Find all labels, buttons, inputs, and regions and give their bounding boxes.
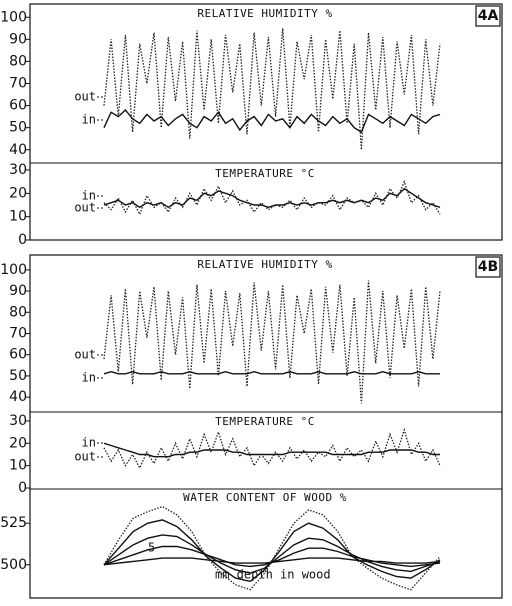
panel-label: 4A bbox=[478, 8, 499, 24]
y-tick-label: 60 bbox=[9, 347, 27, 363]
series-label: in bbox=[82, 189, 96, 203]
figure-frame-a bbox=[29, 3, 503, 241]
y-tick-label: 0 bbox=[18, 480, 27, 496]
y-tick-label: 80 bbox=[9, 53, 27, 69]
series-label: out bbox=[74, 90, 96, 104]
y-tick-label: 60 bbox=[9, 98, 27, 114]
y-tick-label: 80 bbox=[9, 304, 27, 320]
series-line bbox=[103, 187, 441, 209]
panel-label-box bbox=[475, 5, 501, 27]
series-label: in bbox=[82, 113, 96, 127]
y-tick-label: 30 bbox=[9, 413, 27, 429]
y-tick-label: 70 bbox=[9, 326, 27, 342]
panel-label-box bbox=[475, 256, 501, 278]
y-tick-label: 70 bbox=[9, 76, 27, 92]
panel-title: TEMPERATURE °C bbox=[215, 167, 315, 180]
series-line bbox=[103, 280, 441, 404]
series-line bbox=[103, 427, 441, 470]
y-tick-label: 40 bbox=[9, 389, 27, 405]
series-label: in bbox=[82, 371, 96, 385]
series-line bbox=[103, 519, 441, 583]
y-tick-label: 20 bbox=[9, 435, 27, 451]
series-line bbox=[103, 370, 440, 375]
y-tick-label: 90 bbox=[9, 31, 27, 47]
y-tick-label: 0 bbox=[18, 232, 27, 248]
y-tick-label: 10 bbox=[9, 458, 27, 474]
panel-title: TEMPERATURE °C bbox=[215, 415, 315, 428]
y-tick-label: 9.500 bbox=[0, 557, 27, 573]
panel-label: 4B bbox=[478, 259, 498, 275]
y-tick-label: 100 bbox=[0, 262, 27, 278]
y-tick-label: 40 bbox=[9, 142, 27, 158]
series-label: out bbox=[74, 450, 96, 464]
annotation: mm depth in wood bbox=[215, 568, 331, 582]
panel-title: RELATIVE HUMIDITY % bbox=[197, 7, 332, 20]
annotation: 5 bbox=[148, 541, 155, 555]
series-label: in bbox=[82, 436, 96, 450]
panel-title: RELATIVE HUMIDITY % bbox=[197, 258, 332, 271]
series-line bbox=[103, 108, 441, 134]
y-tick-label: 30 bbox=[9, 162, 27, 178]
series-label: out bbox=[74, 201, 96, 215]
series-line bbox=[103, 557, 441, 566]
y-tick-label: 50 bbox=[9, 368, 27, 384]
y-tick-label: 9.525 bbox=[0, 515, 27, 531]
y-tick-label: 100 bbox=[0, 9, 27, 25]
panel-title: WATER CONTENT OF WOOD % bbox=[183, 491, 347, 504]
y-tick-label: 90 bbox=[9, 283, 27, 299]
series-line bbox=[103, 179, 441, 216]
series-label: out bbox=[74, 348, 96, 362]
y-tick-label: 50 bbox=[9, 120, 27, 136]
series-line bbox=[103, 442, 440, 458]
y-tick-label: 20 bbox=[9, 185, 27, 201]
figure-frame-b bbox=[29, 254, 503, 599]
series-line bbox=[103, 28, 441, 150]
y-tick-label: 10 bbox=[9, 209, 27, 225]
